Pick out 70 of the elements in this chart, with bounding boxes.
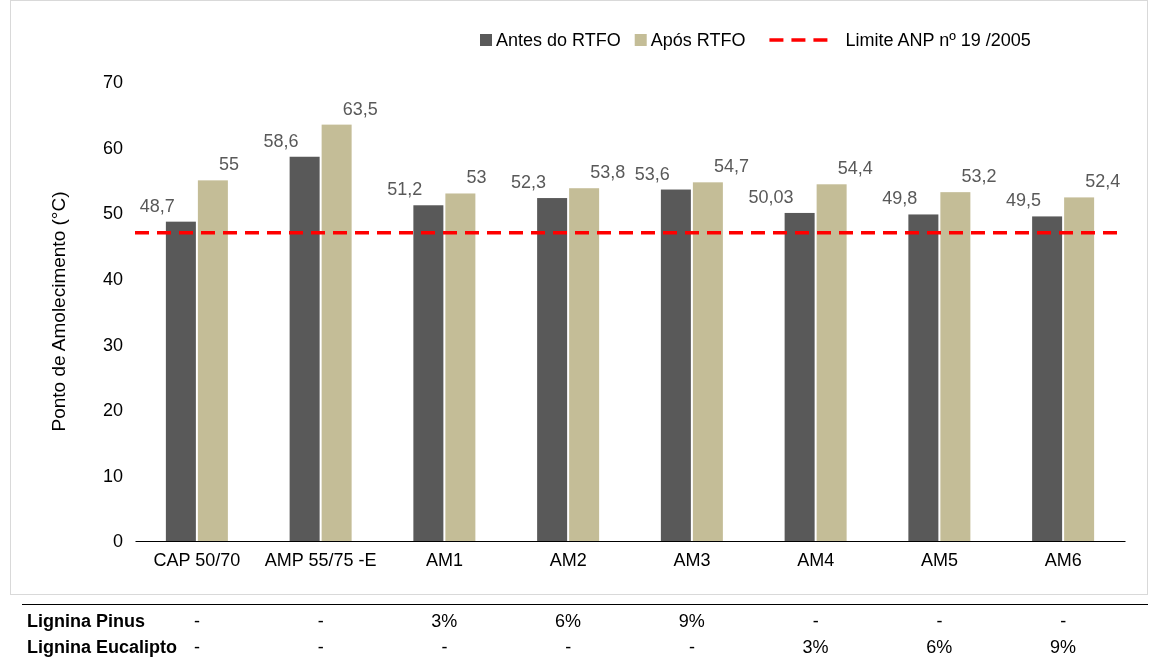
legend-label: Antes do RTFO: [496, 30, 621, 50]
bar: [1064, 197, 1095, 541]
text: -: [936, 611, 943, 631]
data-label: 54,7: [713, 156, 749, 177]
data-label: 50,03: [748, 186, 794, 207]
data-label: 52,4: [1085, 171, 1121, 192]
x-tick-label: AM2: [549, 549, 587, 570]
bar: [537, 198, 568, 541]
data-label: 53: [466, 167, 487, 188]
data-label: 63,5: [342, 98, 378, 119]
legend-label: Limite ANP nº 19 /2005: [845, 30, 1031, 50]
data-label: 52,3: [511, 172, 547, 193]
text: 3%: [431, 611, 458, 631]
bar: [289, 156, 320, 541]
text: -: [688, 637, 695, 657]
bar: [197, 180, 228, 541]
bar: [940, 192, 971, 541]
legend-label: Após RTFO: [650, 30, 746, 50]
x-tick-label: AMP 55/75 -E: [264, 549, 377, 570]
text: 9%: [678, 611, 705, 631]
text: -: [441, 637, 448, 657]
data-label: 49,5: [1006, 190, 1042, 211]
bar: [1032, 216, 1063, 541]
y-tick-label: 50: [102, 203, 123, 224]
bar: [908, 214, 939, 541]
x-tick-label: AM5: [920, 549, 958, 570]
text: -: [812, 611, 819, 631]
data-label: 58,6: [263, 130, 299, 151]
x-tick-label: AM3: [673, 549, 711, 570]
y-tick-label: 40: [102, 268, 123, 289]
data-label: 55: [218, 154, 239, 175]
y-tick-label: 0: [112, 531, 123, 552]
text: -: [193, 611, 200, 631]
data-label: 51,2: [387, 179, 423, 200]
data-label: 54,4: [837, 158, 873, 179]
text: -: [193, 637, 200, 657]
y-tick-label: 10: [102, 465, 123, 486]
data-label: 53,8: [590, 162, 626, 183]
bar: [784, 212, 815, 541]
bar: [692, 182, 723, 541]
data-label: 49,8: [882, 188, 918, 209]
text: -: [317, 611, 324, 631]
bar: [321, 124, 352, 541]
text: Lignina Eucalipto: [27, 637, 178, 657]
text: Lignina Pinus: [27, 611, 146, 631]
text: -: [565, 637, 572, 657]
text: 6%: [926, 637, 953, 657]
text: -: [1060, 611, 1067, 631]
data-label: 53,2: [961, 166, 997, 187]
data-label: 53,6: [634, 163, 670, 184]
text: -: [317, 637, 324, 657]
y-tick-label: 70: [102, 72, 123, 93]
x-tick-label: AM1: [425, 549, 463, 570]
y-tick-label: 60: [102, 137, 123, 158]
bar: [569, 188, 600, 541]
text: 9%: [1050, 637, 1077, 657]
bar: [660, 189, 691, 541]
y-tick-label: 30: [102, 334, 123, 355]
bar: [816, 184, 847, 541]
data-label: 48,7: [139, 195, 175, 216]
y-tick-label: 20: [102, 400, 123, 421]
x-tick-label: AM6: [1044, 549, 1082, 570]
text: 6%: [555, 611, 582, 631]
text: 3%: [802, 637, 829, 657]
bar: [445, 193, 476, 541]
bar: [165, 221, 196, 541]
bar: [413, 205, 444, 541]
x-tick-label: AM4: [797, 549, 835, 570]
x-tick-label: CAP 50/70: [153, 549, 241, 570]
y-axis-title: Ponto de Amolecimento (°C): [48, 191, 69, 432]
